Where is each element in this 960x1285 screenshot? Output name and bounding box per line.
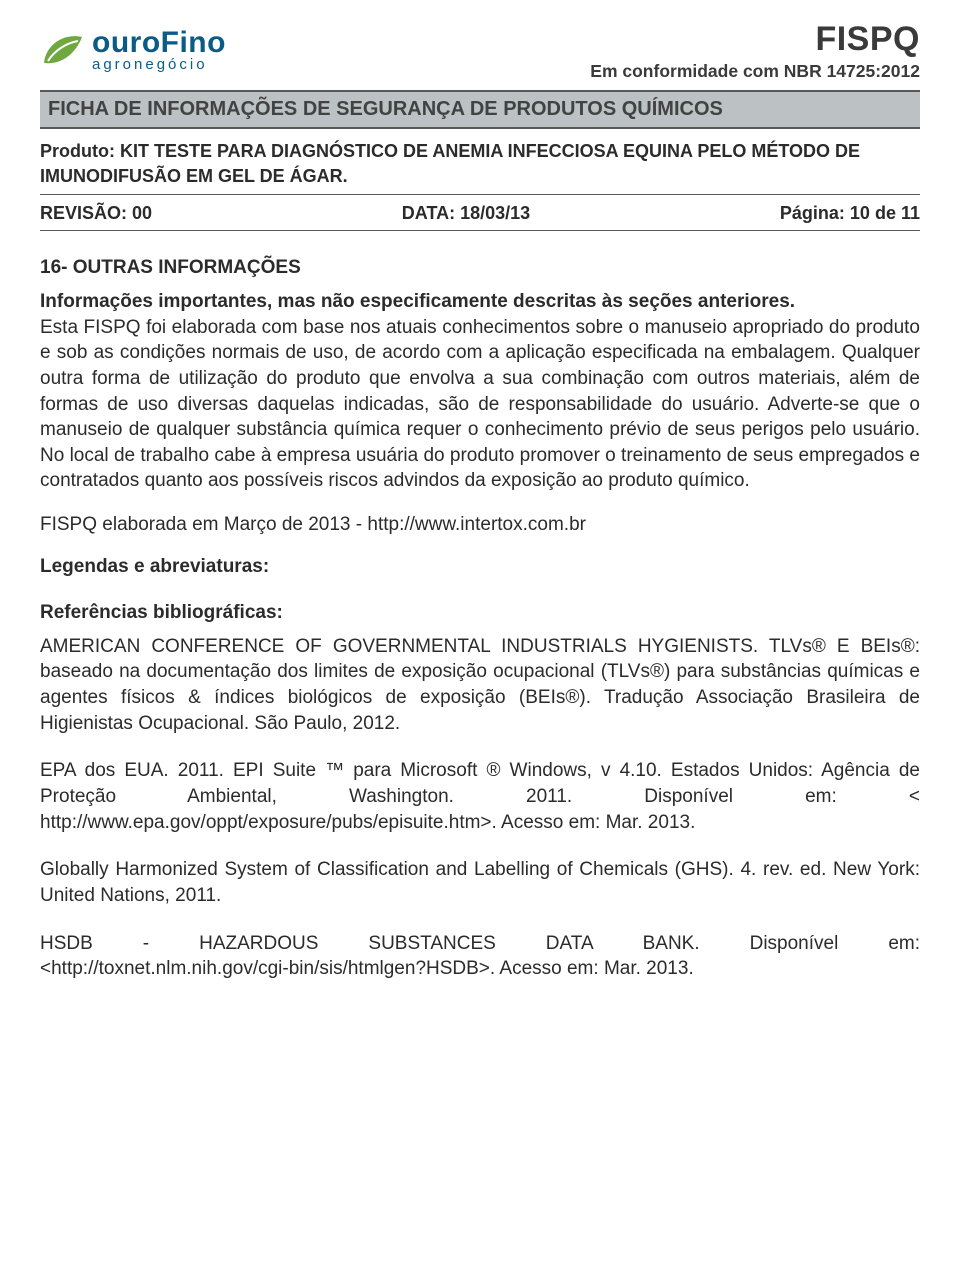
doc-code: FISPQ [590,18,920,61]
header-right: FISPQ Em conformidade com NBR 14725:2012 [590,18,920,82]
revision-row: REVISÃO: 00 DATA: 18/03/13 Página: 10 de… [40,199,920,231]
product-line: Produto: KIT TESTE PARA DIAGNÓSTICO DE A… [40,139,920,188]
references-title: Referências bibliográficas: [40,602,920,624]
reference-2: EPA dos EUA. 2011. EPI Suite ™ para Micr… [40,758,920,835]
product-block: Produto: KIT TESTE PARA DIAGNÓSTICO DE A… [40,135,920,195]
brand-text: ouroFino agronegócio [92,26,226,73]
leaf-icon [40,29,86,71]
reference-4b: <http://toxnet.nlm.nih.gov/cgi-bin/sis/h… [40,956,920,982]
date: DATA: 18/03/13 [402,203,530,224]
elaboration-line: FISPQ elaborada em Março de 2013 - http:… [40,512,920,538]
brand-line2: agronegócio [92,56,226,73]
reference-4a: HSDB - HAZARDOUS SUBSTANCES DATA BANK. D… [40,931,920,957]
brand-line1: ouroFino [92,26,226,60]
page-number: Página: 10 de 11 [780,203,920,224]
revision: REVISÃO: 00 [40,203,152,224]
product-label: Produto: [40,141,115,161]
product-name: KIT TESTE PARA DIAGNÓSTICO DE ANEMIA INF… [40,141,860,185]
info-intro: Informações importantes, mas não especif… [40,289,920,315]
legends-heading: Legendas e abreviaturas: [40,556,920,578]
reference-4: HSDB - HAZARDOUS SUBSTANCES DATA BANK. D… [40,931,920,982]
document-title-band: FICHA DE INFORMAÇÕES DE SEGURANÇA DE PRO… [40,90,920,129]
page-header: ouroFino agronegócio FISPQ Em conformida… [40,18,920,82]
brand-logo: ouroFino agronegócio [40,18,226,73]
section-16-body: Informações importantes, mas não especif… [40,289,920,578]
conformity-line: Em conformidade com NBR 14725:2012 [590,61,920,83]
reference-1: AMERICAN CONFERENCE OF GOVERNMENTAL INDU… [40,634,920,737]
info-body: Esta FISPQ foi elaborada com base nos at… [40,315,920,494]
reference-3: Globally Harmonized System of Classifica… [40,857,920,908]
section-16-title: 16- OUTRAS INFORMAÇÕES [40,257,920,279]
